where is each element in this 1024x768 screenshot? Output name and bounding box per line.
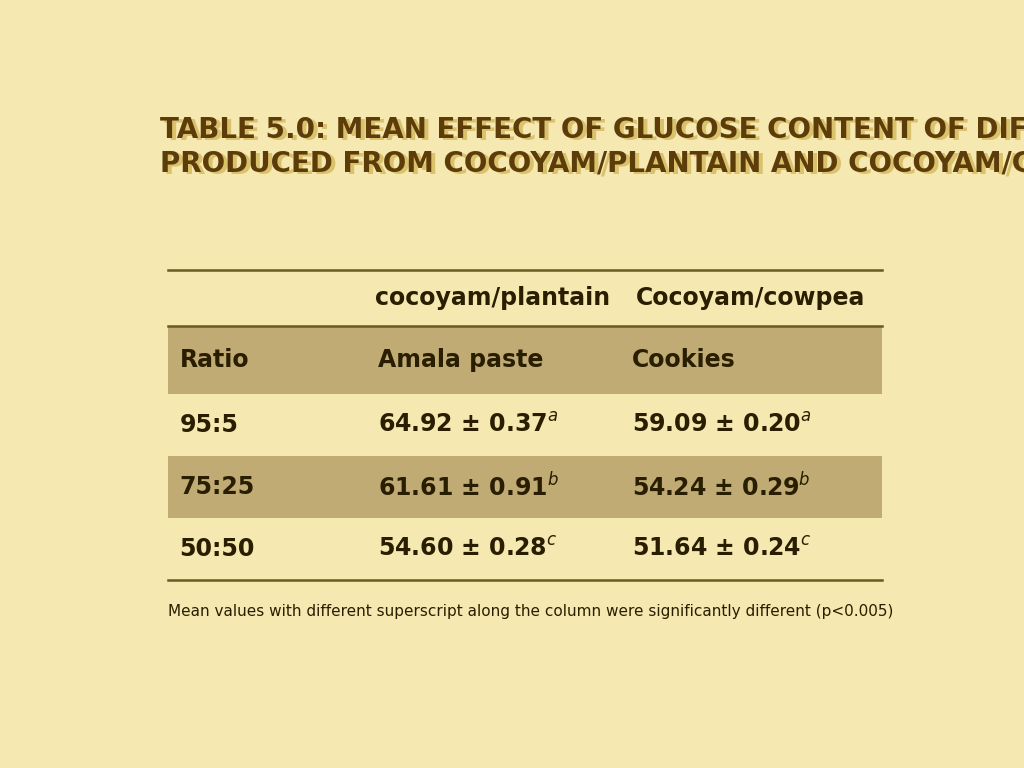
Text: 50:50: 50:50 (179, 537, 255, 561)
Text: 54.60 ± 0.28$^{c}$: 54.60 ± 0.28$^{c}$ (378, 537, 557, 561)
Text: 75:25: 75:25 (179, 475, 255, 499)
Text: Mean values with different superscript along the column were significantly diffe: Mean values with different superscript a… (168, 604, 893, 619)
Text: 95:5: 95:5 (179, 413, 239, 437)
Bar (168, 326, 882, 394)
Text: 59.09 ± 0.20$^{a}$: 59.09 ± 0.20$^{a}$ (632, 413, 811, 437)
Text: 51.64 ± 0.24$^{c}$: 51.64 ± 0.24$^{c}$ (632, 537, 811, 561)
Text: cocoyam/plantain: cocoyam/plantain (376, 286, 610, 310)
Bar (168, 456, 882, 518)
Text: 54.24 ± 0.29$^{b}$: 54.24 ± 0.29$^{b}$ (632, 472, 811, 502)
Text: Cocoyam/cowpea: Cocoyam/cowpea (636, 286, 865, 310)
Text: Ratio: Ratio (179, 348, 249, 372)
Text: TABLE 5.0: MEAN EFFECT OF GLUCOSE CONTENT OF DIFFERENT MEALS
PRODUCED FROM COCOY: TABLE 5.0: MEAN EFFECT OF GLUCOSE CONTEN… (164, 118, 1024, 179)
Text: Cookies: Cookies (632, 348, 735, 372)
Text: Amala paste: Amala paste (378, 348, 544, 372)
Text: TABLE 5.0: MEAN EFFECT OF GLUCOSE CONTENT OF DIFFERENT MEALS
PRODUCED FROM COCOY: TABLE 5.0: MEAN EFFECT OF GLUCOSE CONTEN… (160, 116, 1024, 177)
Text: 64.92 ± 0.37$^{a}$: 64.92 ± 0.37$^{a}$ (378, 413, 558, 437)
Text: 61.61 ± 0.91$^{b}$: 61.61 ± 0.91$^{b}$ (378, 472, 559, 502)
